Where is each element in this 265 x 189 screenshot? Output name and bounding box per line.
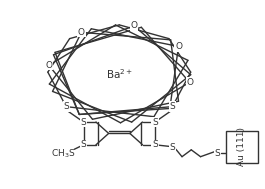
Text: S: S [215, 149, 220, 158]
Text: S: S [152, 140, 158, 149]
Text: S: S [152, 118, 158, 126]
Text: CH$_3$S: CH$_3$S [51, 148, 76, 160]
Text: S: S [63, 102, 69, 111]
Text: O: O [186, 78, 193, 87]
Text: S: S [170, 143, 176, 153]
Text: Ba$^{2+}$: Ba$^{2+}$ [106, 67, 133, 81]
Text: O: O [175, 42, 182, 51]
Text: O: O [78, 28, 85, 37]
Text: S: S [81, 140, 86, 149]
Text: S: S [170, 102, 175, 111]
Text: O: O [131, 22, 138, 30]
Bar [226, 131, 258, 163]
Text: S: S [81, 118, 86, 126]
Text: O: O [45, 61, 52, 70]
Text: Au (111): Au (111) [237, 127, 246, 166]
